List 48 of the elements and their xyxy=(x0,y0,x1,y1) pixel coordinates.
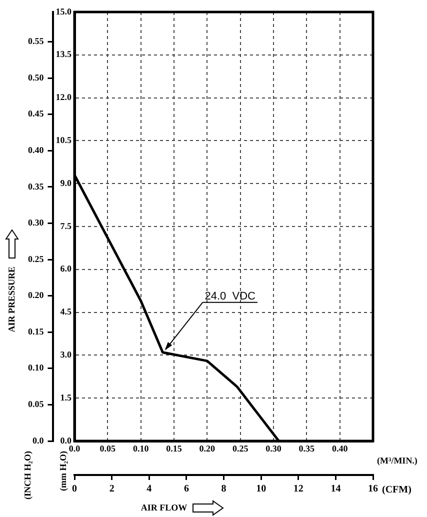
y2-tick-label: 0.25 xyxy=(28,254,44,264)
y-tick-label: 10.5 xyxy=(56,135,72,146)
y2-tick-label: 0.45 xyxy=(28,108,44,119)
x-tick-label: 0.35 xyxy=(298,444,316,454)
y2-tick-label: 0.30 xyxy=(28,218,44,228)
y2-tick-label: 0.20 xyxy=(28,290,44,300)
y2-tick-label: 0.15 xyxy=(28,326,44,336)
y2-tick-label: 0.40 xyxy=(28,144,44,155)
x2-tick-label: 8 xyxy=(221,484,226,495)
y-tick-label: 12.0 xyxy=(56,92,72,102)
y2-tick-label: 0.10 xyxy=(28,362,44,373)
y2-tick-label: 0.55 xyxy=(28,36,44,46)
y-tick-label: 0.0 xyxy=(60,435,72,446)
y-tick-label: 1.5 xyxy=(60,392,72,402)
x2-tick-label: 10 xyxy=(256,484,266,495)
x-tick-label: 0.10 xyxy=(132,444,150,454)
x2-tick-label: 0 xyxy=(72,484,77,495)
y-tick-label: 7.5 xyxy=(60,220,72,231)
annotation: 24.0 VDC xyxy=(204,290,256,302)
x-tick-label: 0.25 xyxy=(232,444,249,454)
x2-tick-label: 16 xyxy=(368,484,378,495)
x2-tick-label: 2 xyxy=(109,484,114,495)
x-tick-label: 0.15 xyxy=(166,444,182,454)
y2-tick-label: 0.35 xyxy=(28,181,44,192)
x-tick-label: 0.05 xyxy=(100,444,116,454)
x2-axis-title: (CFM) xyxy=(382,484,412,496)
x-tick-label: 0.20 xyxy=(199,444,216,454)
y2-tick-label: 0.05 xyxy=(28,399,44,410)
y-tick-label: 9.0 xyxy=(60,178,72,188)
y-axis-title: (mm H₂O) xyxy=(58,450,68,491)
x2-tick-label: 12 xyxy=(293,484,304,495)
x-axis-title: (M³/MIN.) xyxy=(377,455,418,466)
x2-tick-label: 4 xyxy=(146,484,152,495)
x-tick-label: 0.30 xyxy=(266,444,282,454)
x2-tick-label: 14 xyxy=(330,484,341,495)
text: AIR PRESSURE xyxy=(6,266,16,332)
text: AIR FLOW xyxy=(140,502,188,512)
y2-tick-label: 0.50 xyxy=(28,72,44,82)
y2-tick-label: 0.0 xyxy=(32,435,44,446)
y-tick-label: 13.5 xyxy=(56,49,72,60)
x2-tick-label: 6 xyxy=(184,484,189,495)
y-tick-label: 3.0 xyxy=(60,350,72,360)
y-tick-label: 6.0 xyxy=(60,264,72,274)
x-tick-label: 0.40 xyxy=(332,444,348,454)
y-tick-label: 15.0 xyxy=(56,6,72,16)
y2-axis-title: (INCH H₂O) xyxy=(22,451,32,500)
x-tick-label: 0.0 xyxy=(68,444,81,454)
y-tick-label: 4.5 xyxy=(60,306,72,317)
